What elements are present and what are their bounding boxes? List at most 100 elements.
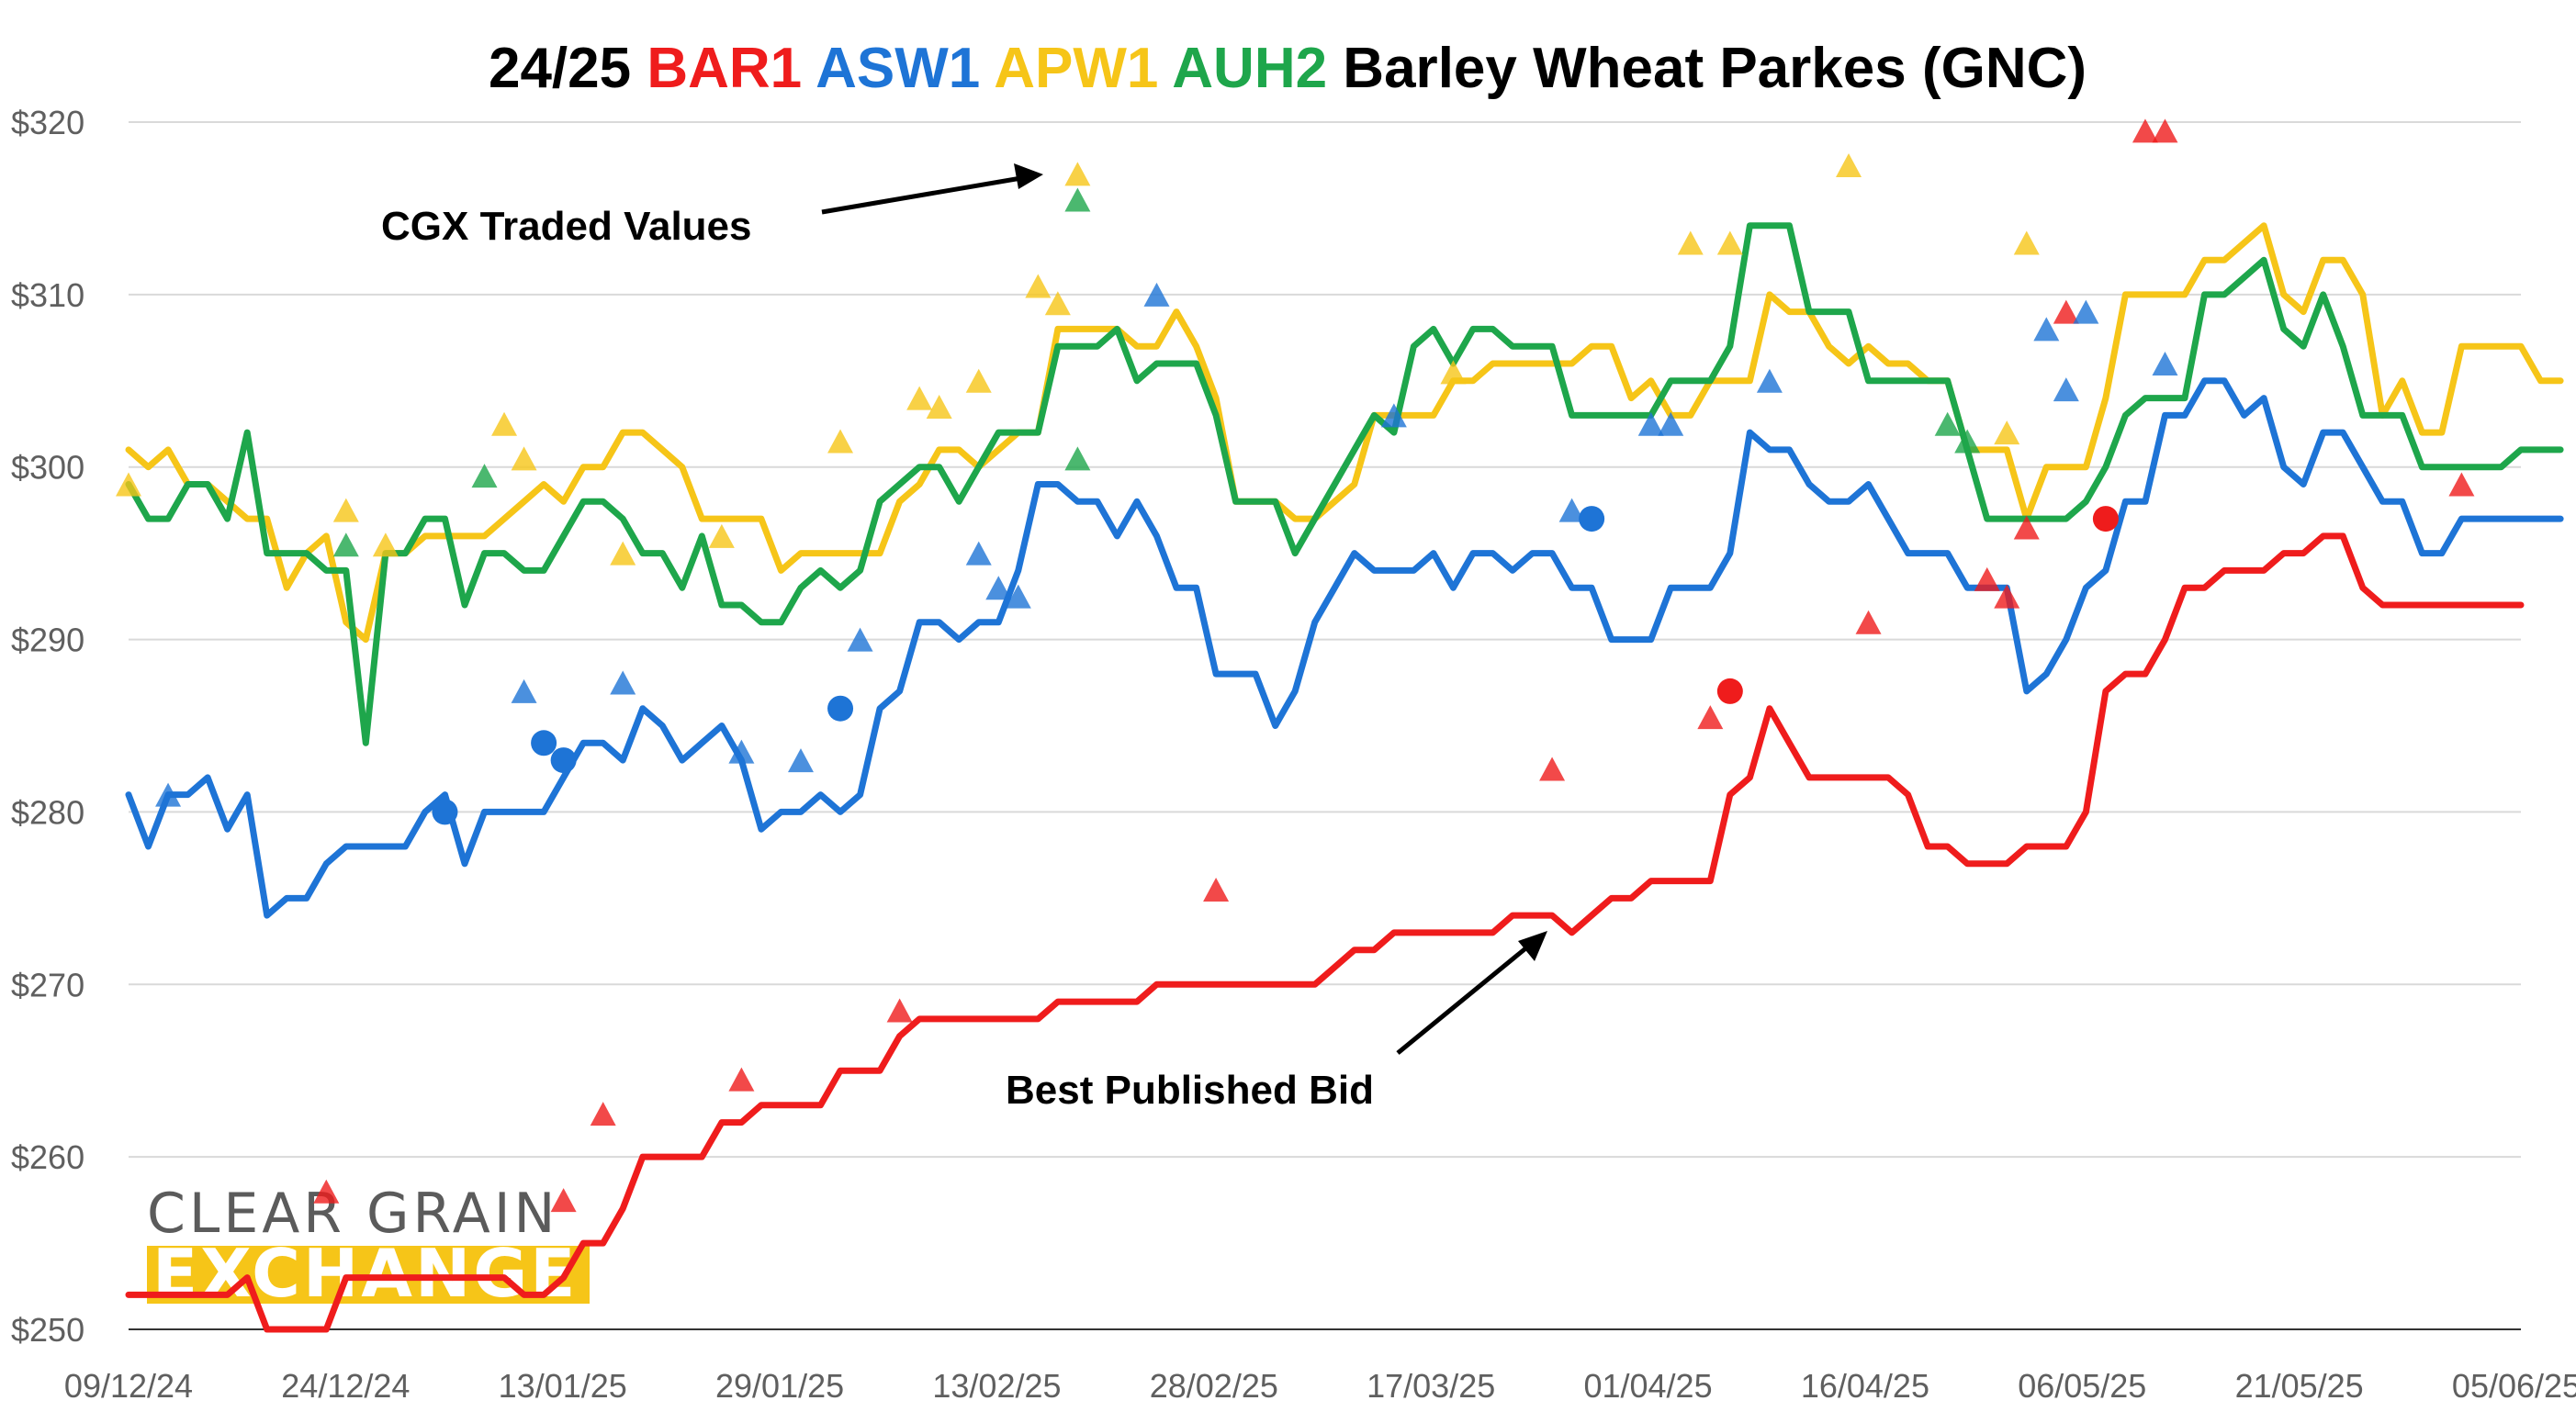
traded-marker-auh2 (1934, 411, 1961, 436)
traded-marker-asw1 (827, 695, 854, 722)
traded-marker-bar1 (1539, 756, 1566, 781)
logo-line1: CLEAR GRAIN (147, 1182, 558, 1246)
y-tick-label: $310 (11, 276, 84, 314)
x-tick-label: 06/05/25 (2018, 1367, 2146, 1405)
x-tick-label: 17/03/25 (1367, 1367, 1495, 1405)
traded-marker-auh2 (1954, 429, 1981, 454)
traded-marker-asw1 (511, 678, 537, 703)
y-tick-label: $290 (11, 622, 84, 659)
traded-marker-apw1 (906, 386, 933, 410)
traded-marker-apw1 (1064, 162, 1091, 186)
traded-marker-apw1 (1025, 274, 1052, 298)
x-tick-label: 21/05/25 (2235, 1367, 2364, 1405)
traded-marker-apw1 (926, 394, 952, 419)
traded-marker-asw1 (1005, 584, 1031, 609)
title-part (802, 37, 816, 100)
traded-marker-bar1 (1994, 584, 2020, 609)
traded-marker-asw1 (728, 739, 755, 764)
x-tick-label: 13/02/25 (932, 1367, 1061, 1405)
traded-marker-asw1 (2073, 299, 2099, 324)
traded-marker-apw1 (491, 411, 518, 436)
traded-marker-apw1 (1994, 420, 2020, 445)
traded-marker-auh2 (1064, 446, 1091, 471)
series-line-asw1 (125, 377, 2564, 919)
series (125, 222, 2564, 1333)
traded-marker-bar1 (1716, 678, 1743, 704)
x-tick-label: 13/01/25 (499, 1367, 627, 1405)
chart-title: 24/25 BAR1 ASW1 APW1 AUH2 Barley Wheat P… (489, 37, 2087, 100)
y-tick-label: $250 (11, 1311, 84, 1349)
best-bid-arrow (1396, 944, 1531, 1055)
best-bid-annotation: Best Published Bid (1006, 1068, 1374, 1113)
traded-marker-bar1 (2132, 118, 2158, 143)
traded-values-arrowhead (1014, 163, 1043, 189)
x-tick-label: 05/06/25 (2452, 1367, 2576, 1405)
traded-marker-bar1 (2152, 118, 2178, 143)
traded-marker-asw1 (2053, 377, 2079, 402)
series-line-bar1 (125, 532, 2525, 1333)
logo-line2: EXCHANGE (152, 1235, 579, 1312)
traded-marker-asw1 (2152, 352, 2178, 375)
traded-marker-asw1 (1558, 498, 1585, 522)
traded-marker-asw1 (155, 782, 182, 807)
traded-markers (116, 118, 2475, 1213)
traded-marker-bar1 (590, 1102, 616, 1126)
title-part: ASW1 (816, 37, 980, 100)
traded-marker-auh2 (471, 464, 498, 488)
traded-marker-asw1 (432, 799, 458, 825)
traded-marker-asw1 (610, 670, 636, 695)
traded-marker-bar1 (550, 1188, 577, 1213)
traded-marker-bar1 (728, 1067, 755, 1092)
traded-marker-apw1 (965, 368, 992, 393)
traded-marker-asw1 (787, 748, 814, 773)
traded-marker-bar1 (1203, 877, 1230, 902)
x-tick-label: 29/01/25 (715, 1367, 844, 1405)
traded-marker-bar1 (2092, 506, 2119, 532)
axis-ticks: $250 $260 $270 $280 $290 $300 $310 $320 09/12/24… (11, 104, 2576, 1405)
traded-marker-bar1 (1855, 610, 1882, 634)
clear-grain-exchange-logo: CLEAR GRAIN EXCHANGE (147, 1182, 590, 1312)
title-part (980, 37, 994, 100)
traded-marker-asw1 (1658, 411, 1684, 436)
traded-marker-apw1 (332, 498, 359, 522)
traded-values-annotation: CGX Traded Values (381, 204, 752, 249)
traded-marker-apw1 (1677, 230, 1704, 255)
traded-marker-apw1 (116, 472, 141, 497)
traded-marker-bar1 (2448, 472, 2475, 497)
traded-marker-apw1 (827, 429, 854, 454)
series-line-apw1 (125, 222, 2564, 644)
traded-marker-asw1 (1756, 368, 1783, 393)
traded-marker-apw1 (708, 523, 735, 548)
traded-marker-bar1 (2053, 299, 2079, 324)
traded-marker-asw1 (1637, 411, 1664, 436)
x-tick-label: 01/04/25 (1583, 1367, 1712, 1405)
y-tick-label: $270 (11, 966, 84, 1003)
traded-marker-asw1 (847, 627, 873, 652)
traded-marker-apw1 (1044, 291, 1071, 316)
y-tick-label: $280 (11, 793, 84, 831)
traded-marker-apw1 (372, 532, 399, 557)
traded-marker-bar1 (886, 998, 913, 1023)
x-tick-label: 16/04/25 (1801, 1367, 1929, 1405)
traded-marker-apw1 (1440, 360, 1467, 385)
traded-marker-bar1 (1974, 566, 2000, 591)
title-part: APW1 (994, 37, 1158, 100)
traded-marker-apw1 (2013, 230, 2040, 255)
traded-marker-apw1 (1716, 230, 1743, 255)
traded-marker-bar1 (1697, 705, 1724, 730)
x-tick-label: 24/12/24 (281, 1367, 410, 1405)
title-part: AUH2 (1172, 37, 1327, 100)
traded-marker-asw1 (531, 730, 557, 756)
best-bid-arrowhead (1518, 931, 1547, 961)
traded-marker-auh2 (332, 532, 359, 557)
traded-marker-apw1 (1836, 152, 1862, 177)
traded-marker-apw1 (610, 541, 636, 566)
traded-marker-asw1 (1579, 506, 1605, 532)
traded-marker-bar1 (2013, 515, 2040, 540)
y-tick-label: $320 (11, 104, 84, 141)
title-part: BAR1 (647, 37, 802, 100)
x-tick-label: 09/12/24 (64, 1367, 193, 1405)
traded-marker-auh2 (1064, 187, 1091, 212)
